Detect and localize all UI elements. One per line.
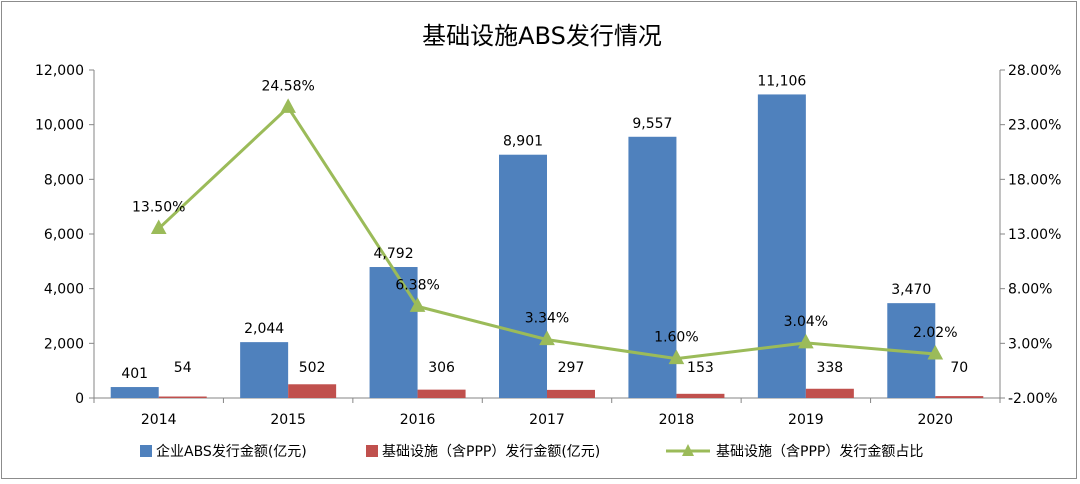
bar (757, 94, 806, 398)
line-value-label: 2.02% (913, 325, 957, 341)
bar-value-label: 70 (950, 360, 968, 376)
x-tick-label: 2015 (270, 412, 306, 428)
line-marker (539, 330, 555, 346)
line-marker (150, 219, 167, 235)
bar (676, 393, 725, 398)
bar (240, 342, 289, 398)
line-value-label: 3.34% (525, 311, 569, 327)
y-left-tick-label: 6,000 (44, 227, 84, 243)
bar (158, 396, 207, 398)
chart-title: 基础设施ABS发行情况 (422, 22, 662, 50)
y-right-tick-label: 28.00% (1008, 63, 1061, 79)
bar-value-label: 338 (816, 360, 843, 376)
bar (110, 387, 159, 398)
bar-value-label: 9,557 (632, 116, 672, 132)
line-marker (280, 98, 296, 113)
x-tick-label: 2018 (659, 412, 695, 428)
line-layer (150, 98, 944, 365)
line-value-label: 3.04% (784, 314, 828, 330)
y-left-tick-label: 10,000 (35, 118, 84, 134)
bar-value-label: 8,901 (503, 134, 543, 150)
legend-marker (682, 444, 694, 456)
x-tick-label: 2016 (400, 412, 436, 428)
legend-label: 基础设施（含PPP）发行金额(亿元) (382, 443, 600, 460)
legend: 企业ABS发行金额(亿元) 基础设施（含PPP）发行金额(亿元) 基础设施（含PPP… (140, 443, 923, 460)
y-right-tick-label: 18.00% (1008, 172, 1061, 188)
line-marker (798, 333, 814, 349)
bars (110, 94, 984, 398)
legend-label: 基础设施（含PPP）发行金额占比 (716, 443, 923, 460)
y-right-tick-label: 3.00% (1008, 336, 1052, 352)
bar (288, 384, 337, 398)
bar-value-label: 54 (174, 360, 192, 376)
line-marker (668, 349, 685, 365)
bar (417, 389, 466, 398)
y-left-tick-label: 4,000 (44, 282, 84, 298)
bar-value-label: 502 (299, 360, 326, 376)
bar (547, 389, 595, 398)
line-marker (927, 344, 944, 360)
line-value-label: 13.50% (132, 200, 185, 216)
bar-value-label: 306 (428, 360, 455, 376)
bar-value-label: 3,470 (891, 282, 931, 298)
bar-value-label: 297 (558, 360, 585, 376)
legend-swatch (140, 445, 152, 457)
bar (369, 267, 418, 398)
x-tick-label: 2017 (529, 412, 565, 428)
y-right-tick-label: 13.00% (1008, 227, 1061, 243)
y-left-tick-label: 2,000 (44, 336, 84, 352)
line-value-label: 1.60% (654, 330, 698, 346)
bar-value-label: 153 (687, 360, 714, 376)
y-left-tick-label: 12,000 (35, 63, 84, 79)
y-left-tick-label: 0 (75, 391, 84, 407)
bar (805, 388, 854, 398)
y-right-tick-label: -2.00% (1008, 391, 1058, 407)
legend-label: 企业ABS发行金额(亿元) (156, 443, 307, 460)
line-value-label: 6.38% (395, 277, 439, 293)
y-right-tick-label: 8.00% (1008, 282, 1052, 298)
x-tick-label: 2014 (141, 412, 177, 428)
bar-value-label: 4,792 (374, 246, 414, 262)
y-left-tick-label: 8,000 (44, 172, 84, 188)
bar-value-label: 401 (121, 366, 148, 382)
x-tick-label: 2020 (917, 412, 953, 428)
legend-swatch (366, 445, 378, 457)
bar (935, 396, 984, 398)
line-value-label: 24.58% (261, 78, 314, 94)
bar-value-label: 2,044 (244, 321, 284, 337)
axes: 0 2,000 4,000 6,000 8,000 10,000 12,000 -2.00% 3… (35, 63, 1061, 428)
x-tick-label: 2019 (788, 412, 824, 428)
line-marker (409, 297, 426, 312)
bar-value-label: 11,106 (757, 73, 806, 89)
y-right-tick-label: 23.00% (1008, 118, 1061, 134)
bar (499, 154, 547, 398)
data-labels: 401 2,044 4,792 8,901 9,557 11,106 3,470 54 502 3… (121, 73, 968, 382)
